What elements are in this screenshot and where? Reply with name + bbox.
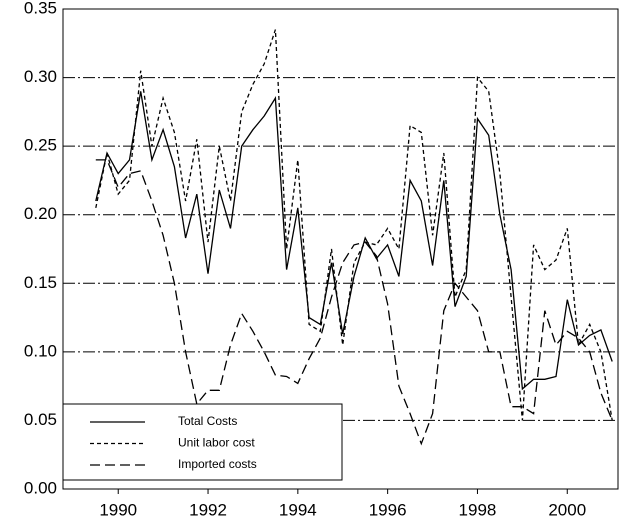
x-tick-label: 2000	[548, 500, 586, 519]
legend-label: Imported costs	[178, 457, 257, 471]
x-tick-label: 1996	[369, 500, 407, 519]
y-tick-label: 0.15	[24, 273, 57, 292]
series-line	[95, 159, 613, 446]
y-tick-label: 0.05	[24, 410, 57, 429]
y-tick-label: 0.20	[24, 204, 57, 223]
y-tick-label: 0.25	[24, 136, 57, 155]
series-line	[95, 91, 613, 391]
legend-label: Unit labor cost	[178, 436, 255, 450]
x-tick-label: 1992	[189, 500, 227, 519]
y-tick-label: 0.10	[24, 341, 57, 360]
y-tick-label: 0.30	[24, 67, 57, 86]
x-tick-label: 1998	[459, 500, 497, 519]
y-tick-label: 0.35	[24, 0, 57, 17]
legend-label: Total Costs	[178, 414, 237, 428]
x-tick-label: 1990	[99, 500, 137, 519]
legend: Total Costs Unit labor cost Imported costs	[62, 403, 343, 481]
plot-frame	[62, 8, 619, 490]
x-tick-label: 1994	[279, 500, 317, 519]
y-tick-label: 0.00	[24, 478, 57, 497]
series-line	[95, 29, 613, 421]
legend-box	[62, 403, 343, 481]
